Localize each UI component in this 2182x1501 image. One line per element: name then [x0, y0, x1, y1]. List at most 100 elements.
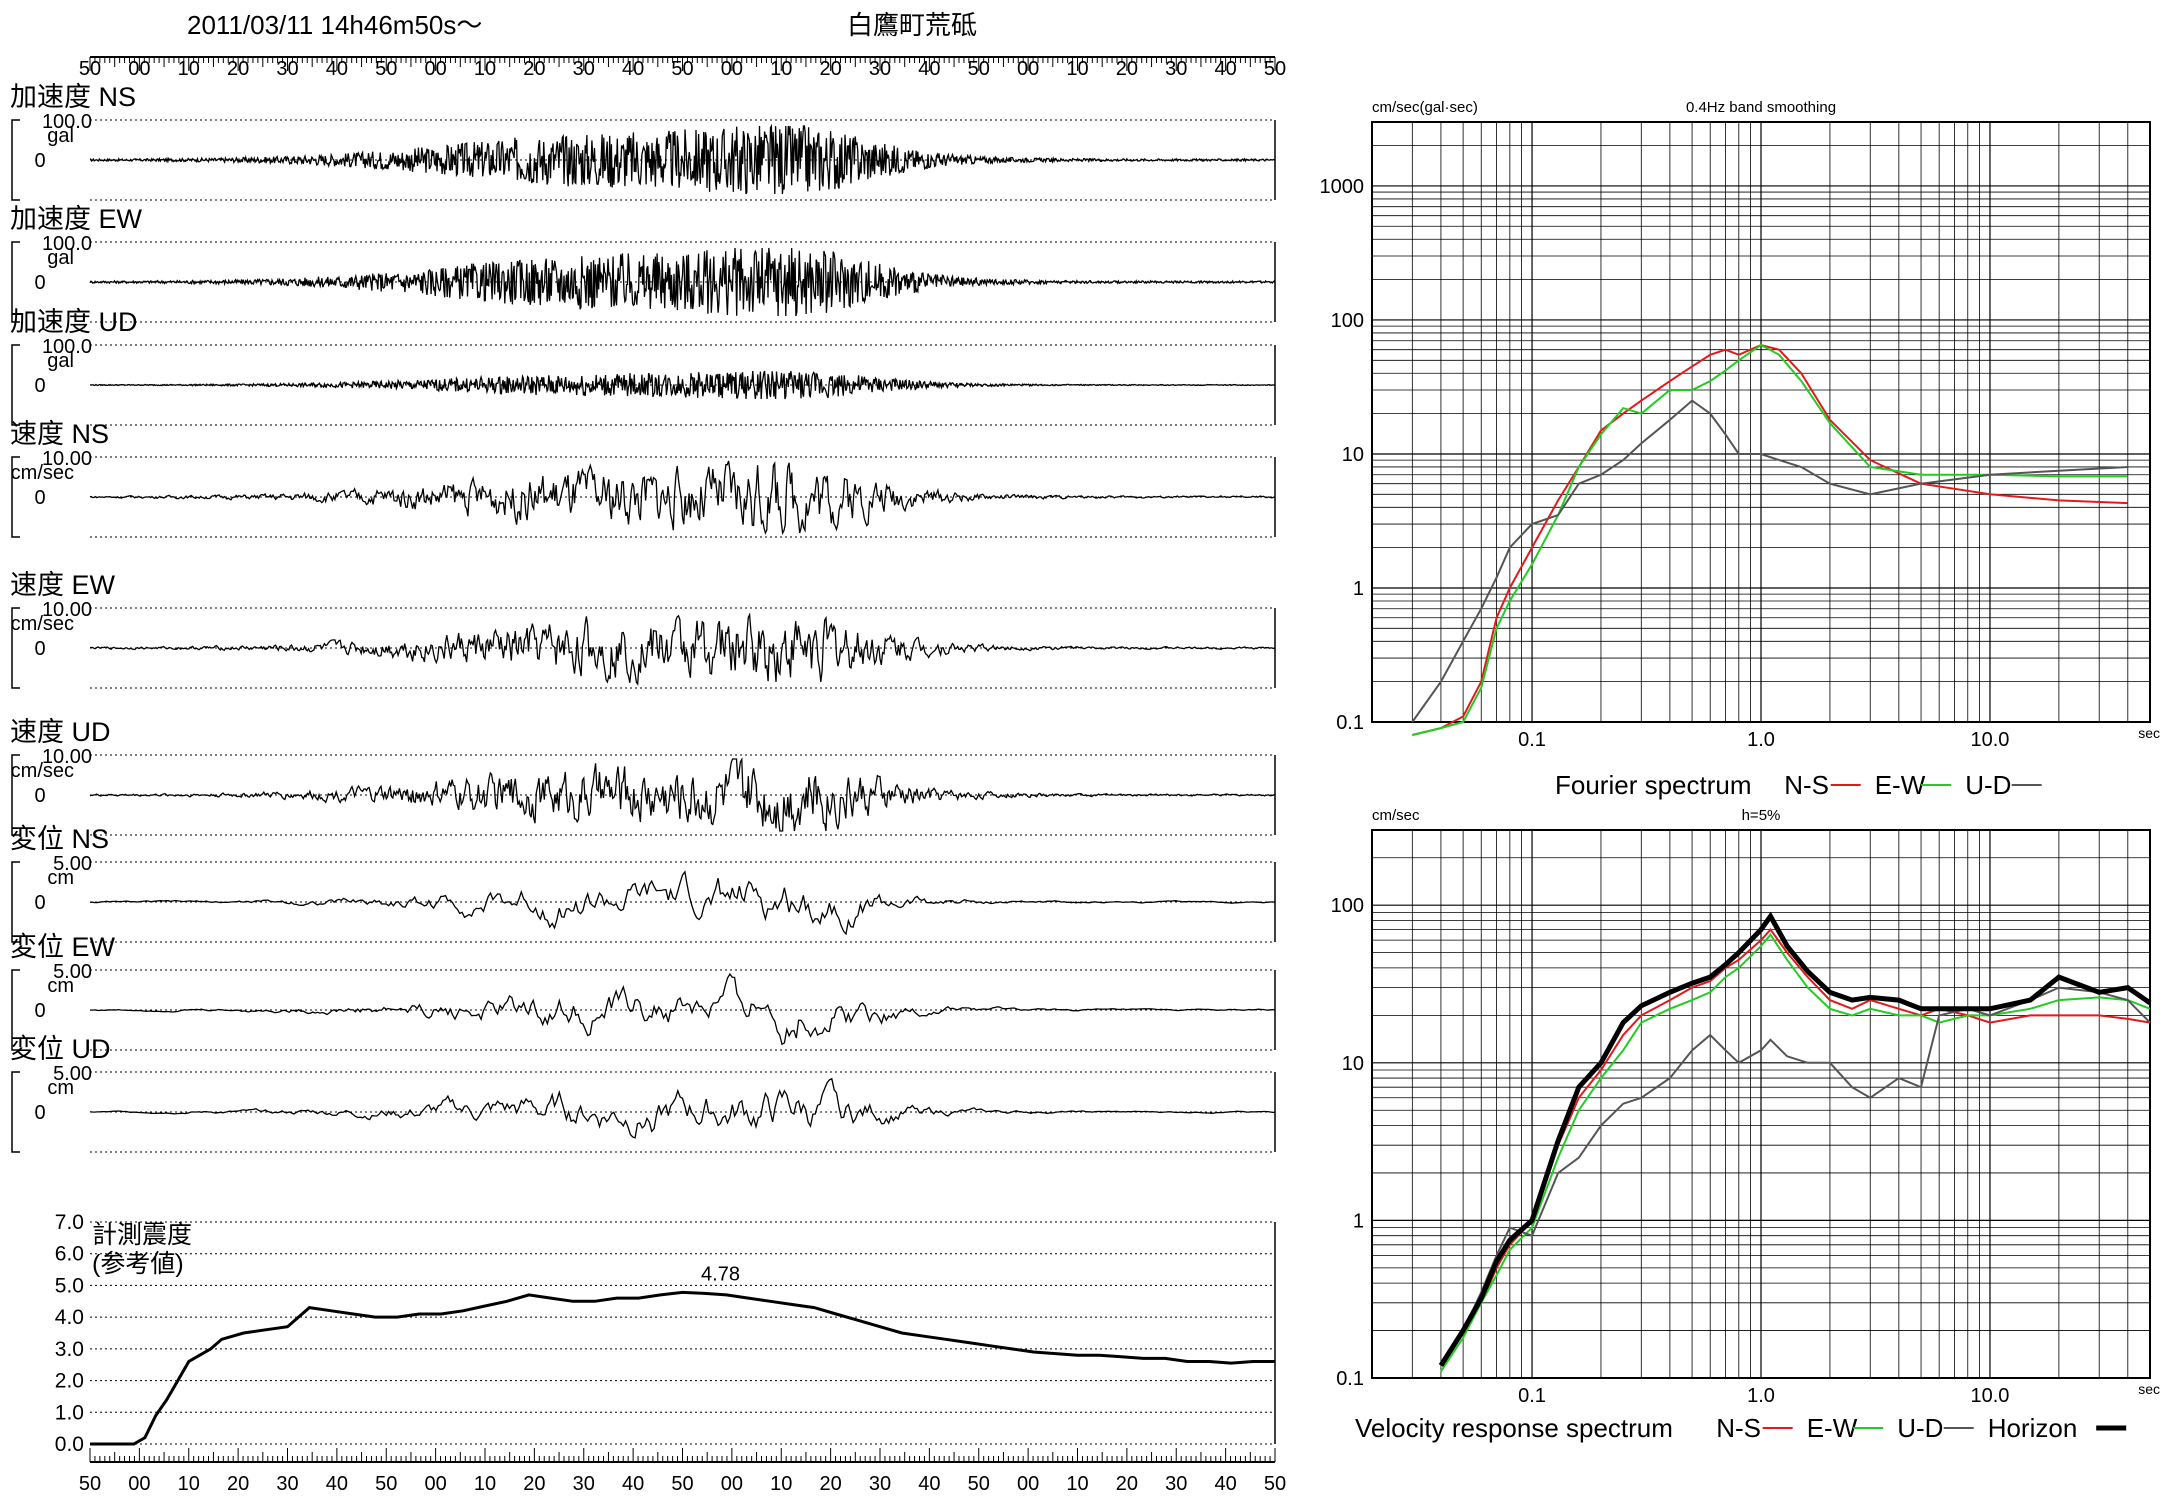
intensity-y-tick-label: 7.0: [55, 1211, 84, 1234]
top-axis-tick-label: 00: [1017, 58, 1039, 80]
legend-item-label: N-S: [1784, 770, 1829, 800]
panel-zero-label: 0: [34, 1000, 45, 1022]
panel-unit-label: gal: [47, 350, 74, 372]
top-axis-tick-label: 20: [1116, 58, 1138, 80]
x-tick-label: 10.0: [1970, 1385, 2009, 1407]
legend-title: Fourier spectrum: [1555, 770, 1752, 800]
legend-item-label: E-W: [1807, 1413, 1858, 1443]
top-axis-tick-label: 00: [128, 58, 150, 80]
panel-bracket: [11, 344, 20, 426]
panel-unit-label: cm/sec: [11, 613, 74, 635]
bottom-axis-tick-label: 10: [770, 1473, 792, 1495]
panel-unit-label: cm/sec: [11, 760, 74, 782]
panel-bracket: [11, 754, 20, 836]
top-axis-tick-label: 20: [227, 58, 249, 80]
y-tick-label: 0.1: [1336, 1368, 1364, 1390]
waveform-panels: 50 00 10 20 30 40 50 00 10 20 30 40 50 00 10 20 30 40 50 00…: [10, 56, 1286, 1153]
y-tick-label: 10: [1342, 444, 1364, 466]
x-unit-label: sec: [2138, 1381, 2160, 1397]
legend-title: Velocity response spectrum: [1355, 1413, 1673, 1443]
panel-zero-label: 0: [34, 487, 45, 509]
panel-unit-label: cm: [47, 1077, 74, 1099]
panel-unit-label: cm: [47, 867, 74, 889]
top-axis-tick-label: 30: [869, 58, 891, 80]
top-axis-tick-label: 00: [721, 58, 743, 80]
panel-bracket: [11, 456, 20, 538]
bottom-axis-tick-label: 30: [869, 1473, 891, 1495]
waveform-trace: [89, 247, 1276, 317]
bottom-axis-tick-label: 30: [573, 1473, 595, 1495]
intensity-y-tick-label: 1.0: [55, 1401, 84, 1424]
panel-unit-label: gal: [47, 125, 74, 147]
x-unit-label: sec: [2138, 725, 2160, 741]
bottom-axis-tick-label: 50: [671, 1473, 693, 1495]
top-axis-tick-label: 50: [375, 58, 397, 80]
intensity-subtitle: (参考値): [92, 1250, 184, 1278]
top-axis-tick-label: 10: [178, 58, 200, 80]
top-axis-tick-label: 30: [1165, 58, 1187, 80]
legend-item-label: N-S: [1716, 1413, 1761, 1443]
panel-zero-label: 0: [34, 375, 45, 397]
intensity-y-tick-label: 3.0: [55, 1338, 84, 1361]
intensity-y-tick-label: 5.0: [55, 1274, 84, 1297]
top-axis-tick-label: 10: [1066, 58, 1088, 80]
top-axis-tick-label: 10: [474, 58, 496, 80]
bottom-axis-tick-label: 20: [523, 1473, 545, 1495]
bottom-axis-tick-label: 00: [425, 1473, 447, 1495]
panel-bracket: [11, 241, 20, 323]
y-tick-label: 0.1: [1336, 712, 1364, 734]
series-line-e-w: [1412, 343, 2128, 736]
panel-scale-label: 100.0: [42, 233, 92, 255]
bottom-axis-tick-label: 10: [1066, 1473, 1088, 1495]
bottom-axis-tick-label: 50: [1264, 1473, 1286, 1495]
waveform-trace: [89, 460, 1275, 535]
panel-bracket: [11, 861, 20, 943]
top-axis-tick-label: 40: [1215, 58, 1237, 80]
intensity-y-tick-label: 4.0: [55, 1306, 84, 1329]
panel-scale-label: 5.00: [53, 961, 92, 983]
bottom-axis-tick-label: 40: [622, 1473, 644, 1495]
bottom-axis-tick-label: 40: [1215, 1473, 1237, 1495]
panel-zero-label: 0: [34, 638, 45, 660]
panel-zero-label: 0: [34, 272, 45, 294]
legend-item-label: U-D: [1965, 770, 2011, 800]
legend-item-label: E-W: [1875, 770, 1926, 800]
x-tick-label: 0.1: [1518, 1385, 1546, 1407]
legend: Velocity response spectrum N-S E-W U-D Horiz…: [1355, 1413, 2127, 1443]
top-axis-tick-label: 50: [671, 58, 693, 80]
series-line-n-s: [1412, 343, 2128, 736]
bottom-axis-tick-label: 20: [820, 1473, 842, 1495]
top-axis-tick-label: 40: [918, 58, 940, 80]
panel-title: 速度 EW: [10, 570, 116, 600]
series-line-horizon: [1438, 911, 2152, 1367]
panel-unit-label: cm/sec: [11, 462, 74, 484]
bottom-axis-tick-label: 00: [721, 1473, 743, 1495]
panel-unit-label: gal: [47, 247, 74, 269]
panel-zero-label: 0: [34, 785, 45, 807]
panel-title: 加速度 NS: [10, 82, 136, 112]
waveform-trace: [90, 870, 1276, 936]
top-axis-tick-label: 10: [770, 58, 792, 80]
x-tick-label: 1.0: [1747, 1385, 1775, 1407]
panel-bracket: [11, 1071, 20, 1153]
top-axis-tick-label: 50: [1264, 58, 1286, 80]
panel-zero-label: 0: [34, 892, 45, 914]
panel-bracket: [11, 607, 20, 689]
top-axis-tick-label: 20: [820, 58, 842, 80]
panel-scale-label: 10.00: [42, 448, 92, 470]
panel-title: 変位 EW: [10, 932, 116, 962]
waveform-trace: [89, 1077, 1276, 1139]
y-tick-label: 100: [1331, 310, 1364, 332]
intensity-title: 計測震度: [92, 1221, 192, 1249]
waveform-trace: [90, 123, 1276, 195]
velocity-response-chart: 0.1 1.0 10.0 sec 0.1 1 10 100 cm/sec h=5% Velocity…: [1331, 807, 2160, 1443]
panel-bracket: [11, 969, 20, 1051]
y-axis-unit-label: cm/sec(gal·sec): [1372, 99, 1478, 116]
bottom-axis-tick-label: 50: [79, 1473, 101, 1495]
